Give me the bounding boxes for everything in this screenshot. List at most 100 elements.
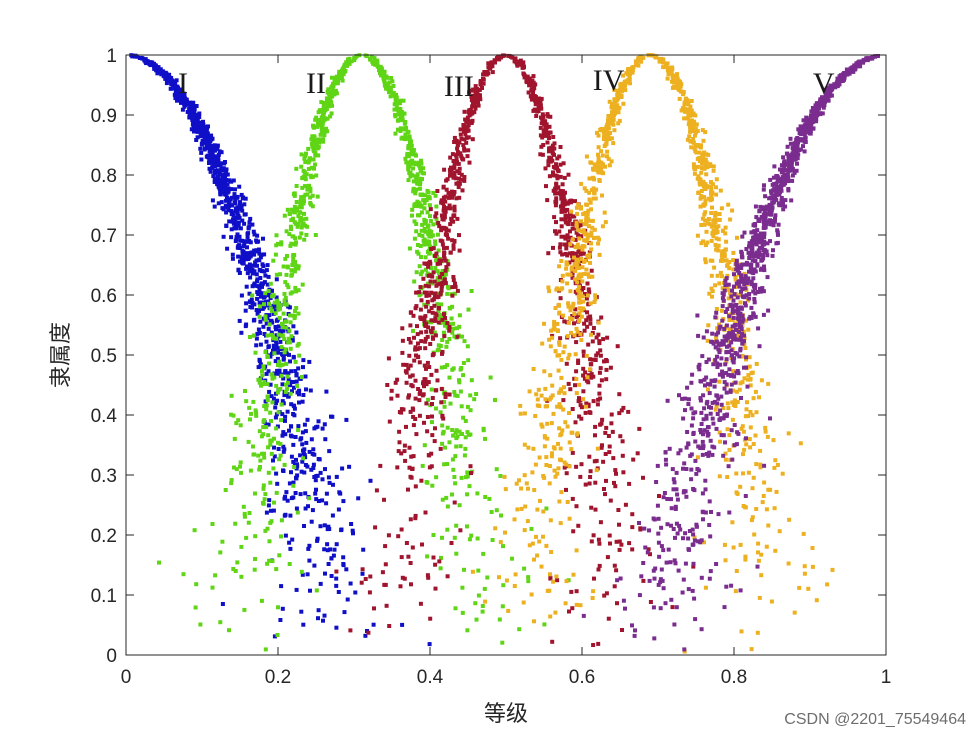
scatter-point xyxy=(576,233,581,238)
scatter-point xyxy=(301,456,306,461)
scatter-point xyxy=(552,468,557,473)
scatter-point xyxy=(445,425,450,430)
scatter-point xyxy=(212,176,217,181)
scatter-point xyxy=(274,471,279,476)
scatter-point xyxy=(245,251,250,256)
scatter-point xyxy=(710,231,715,236)
scatter-point xyxy=(255,331,260,336)
scatter-point xyxy=(688,129,693,134)
scatter-point xyxy=(400,117,405,122)
scatter-point xyxy=(730,288,734,293)
scatter-point xyxy=(729,340,734,345)
scatter-point xyxy=(454,196,459,201)
scatter-point xyxy=(311,157,316,162)
scatter-point xyxy=(570,275,575,280)
scatter-point xyxy=(493,60,497,65)
scatter-point xyxy=(665,76,670,81)
scatter-point xyxy=(503,487,508,492)
scatter-point xyxy=(704,160,709,165)
scatter-point xyxy=(422,318,427,323)
scatter-point xyxy=(453,430,458,435)
scatter-point xyxy=(210,522,215,526)
scatter-point xyxy=(229,212,234,217)
scatter-point xyxy=(195,135,200,140)
scatter-point xyxy=(550,639,555,644)
scatter-point xyxy=(700,152,705,157)
scatter-point xyxy=(568,242,573,247)
scatter-point xyxy=(172,81,177,86)
scatter-point xyxy=(810,564,815,569)
scatter-point xyxy=(235,215,240,220)
scatter-point xyxy=(459,404,464,409)
scatter-point xyxy=(744,442,749,447)
scatter-point xyxy=(702,185,707,190)
scatter-point xyxy=(267,322,272,327)
scatter-point xyxy=(596,145,601,150)
scatter-point xyxy=(233,521,238,526)
scatter-point xyxy=(514,481,519,486)
scatter-point xyxy=(664,64,669,69)
scatter-point xyxy=(535,553,540,558)
scatter-point xyxy=(271,348,275,353)
scatter-point xyxy=(433,239,438,244)
scatter-point xyxy=(328,96,333,100)
scatter-point xyxy=(429,372,434,377)
scatter-point xyxy=(852,67,857,72)
scatter-point xyxy=(548,130,553,135)
scatter-point xyxy=(261,236,265,241)
scatter-point xyxy=(574,230,579,235)
scatter-point xyxy=(572,226,577,231)
scatter-point xyxy=(711,168,716,173)
scatter-point xyxy=(636,56,641,60)
scatter-point xyxy=(762,268,767,273)
scatter-point xyxy=(544,132,549,137)
scatter-point xyxy=(563,217,568,222)
scatter-point xyxy=(573,245,578,250)
scatter-point xyxy=(587,481,592,486)
scatter-point xyxy=(400,622,405,627)
scatter-point xyxy=(786,561,791,566)
scatter-point xyxy=(565,334,570,339)
scatter-point xyxy=(262,280,267,285)
scatter-point xyxy=(611,456,616,461)
scatter-point xyxy=(687,119,692,124)
scatter-point xyxy=(569,330,573,335)
scatter-point xyxy=(552,215,557,220)
scatter-point xyxy=(474,617,479,622)
scatter-point xyxy=(438,446,443,451)
scatter-point xyxy=(268,410,273,415)
scatter-point xyxy=(522,72,526,77)
scatter-point xyxy=(586,373,591,378)
scatter-point xyxy=(617,522,621,527)
scatter-point xyxy=(267,558,272,563)
scatter-point xyxy=(675,531,680,536)
scatter-point xyxy=(681,466,685,471)
scatter-point xyxy=(276,440,280,445)
scatter-point xyxy=(425,429,430,434)
scatter-point xyxy=(481,77,485,81)
scatter-point xyxy=(303,177,308,182)
scatter-point xyxy=(596,332,601,337)
scatter-point xyxy=(303,173,308,178)
scatter-point xyxy=(584,154,589,159)
scatter-point xyxy=(230,256,235,261)
scatter-point xyxy=(272,371,277,376)
scatter-point xyxy=(417,290,422,295)
scatter-point xyxy=(741,452,745,457)
scatter-point xyxy=(555,321,560,326)
scatter-point xyxy=(681,90,686,95)
scatter-point xyxy=(587,250,592,255)
scatter-point xyxy=(604,358,609,362)
scatter-point xyxy=(559,217,564,222)
scatter-point xyxy=(279,402,284,407)
scatter-point xyxy=(693,410,698,415)
scatter-point xyxy=(671,527,676,531)
scatter-point xyxy=(298,492,303,497)
scatter-point xyxy=(612,112,616,117)
scatter-point xyxy=(408,517,413,522)
scatter-point xyxy=(208,154,213,159)
scatter-point xyxy=(549,421,554,426)
scatter-point xyxy=(268,442,273,447)
scatter-point xyxy=(547,149,551,154)
scatter-point xyxy=(549,328,554,333)
